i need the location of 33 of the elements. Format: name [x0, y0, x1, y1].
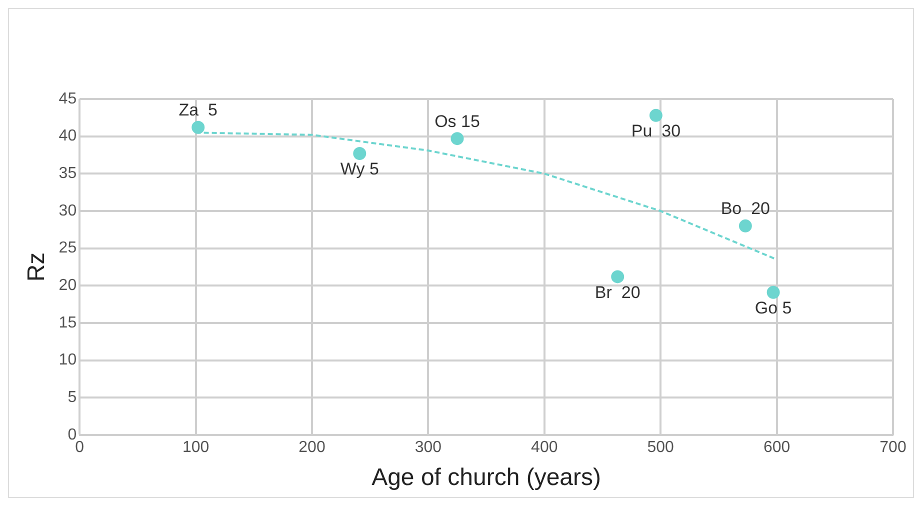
x-tick-label: 300	[414, 439, 442, 456]
y-tick-label: 5	[68, 389, 77, 406]
annotation: Wy 5	[340, 160, 379, 179]
point	[192, 120, 205, 134]
y-tick-label: 20	[58, 277, 77, 294]
y-tick-label: 25	[58, 240, 77, 257]
x-tick-label: 400	[531, 439, 558, 456]
annotation: Pu 30	[631, 122, 681, 141]
x-tick-label: 600	[763, 439, 790, 456]
annotation: Za 5	[178, 100, 218, 120]
annotation: Bo 20	[720, 199, 770, 218]
annotation: Br 20	[594, 282, 640, 302]
point	[738, 219, 752, 232]
y-tick-label: 40	[58, 128, 77, 145]
point	[611, 270, 624, 284]
y-tick-label: 35	[58, 165, 77, 182]
point	[766, 286, 780, 299]
x-tick-label: 500	[647, 439, 674, 456]
x-axis-title: Age of church (years)	[372, 464, 602, 492]
y-tick-label: 0	[68, 426, 77, 444]
point	[450, 132, 464, 146]
point	[649, 108, 662, 122]
y-tick-label: 45	[58, 90, 77, 108]
point	[353, 147, 366, 160]
x-tick-label: 200	[298, 439, 326, 456]
annotation: Os 15	[434, 112, 480, 131]
annotation: Go 5	[754, 298, 792, 318]
x-tick-label: 100	[182, 439, 210, 456]
y-tick-label: 30	[58, 202, 77, 220]
y-axis-title: Rz	[23, 252, 50, 282]
y-tick-label: 15	[58, 314, 77, 332]
x-tick-label: 700	[880, 439, 906, 456]
y-tick-label: 10	[58, 352, 77, 369]
